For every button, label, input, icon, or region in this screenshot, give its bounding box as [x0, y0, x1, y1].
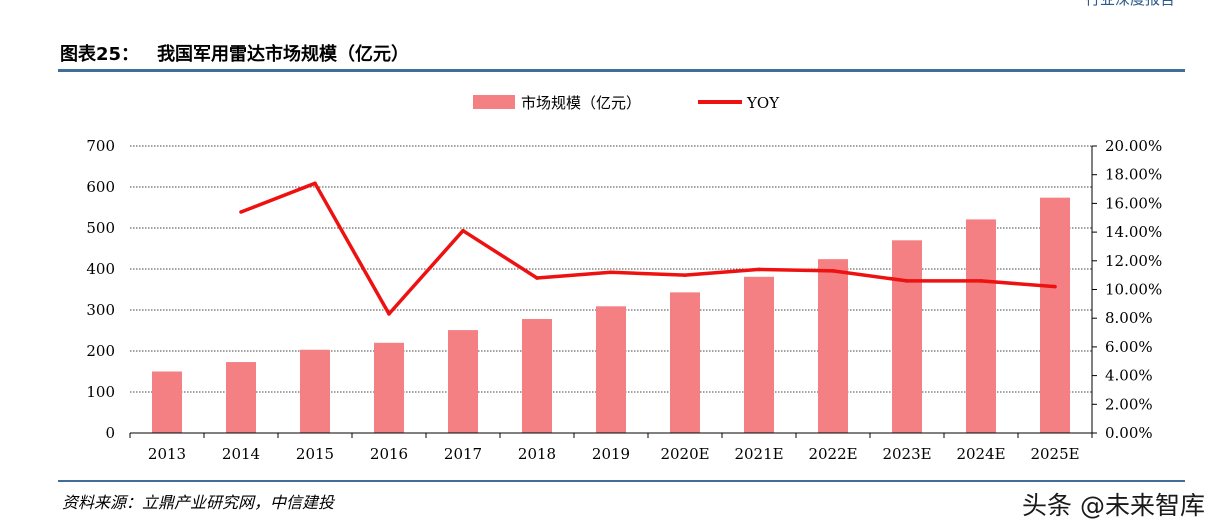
bar — [966, 219, 996, 433]
right-axis-tick-label: 6.00% — [1105, 338, 1153, 356]
x-axis-tick-label: 2017 — [444, 445, 482, 463]
source-note: 资料来源：立鼎产业研究网，中信建投 — [62, 493, 335, 512]
bar — [226, 362, 256, 433]
x-axis-tick-label: 2024E — [956, 445, 1005, 463]
x-axis-tick-label: 2025E — [1030, 445, 1079, 463]
bar — [744, 276, 774, 433]
x-axis-tick-label: 2019 — [592, 445, 630, 463]
top-rule — [58, 69, 1185, 72]
bar — [374, 342, 404, 433]
x-axis-tick-label: 2013 — [148, 445, 186, 463]
axes: 0 100 200 300 400 500 600 700 0.00% 2.00% 4.00% 6.0… — [86, 137, 1162, 463]
bar — [596, 306, 626, 433]
right-axis-tick-label: 10.00% — [1105, 281, 1162, 299]
yoy-point — [757, 267, 761, 272]
left-axis-tick-label: 500 — [86, 219, 115, 237]
bar — [300, 349, 330, 433]
x-axis-tick-label: 2020E — [660, 445, 709, 463]
x-axis-tick-label: 2022E — [808, 445, 857, 463]
yoy-point — [831, 269, 835, 273]
left-axis-tick-label: 400 — [86, 260, 115, 278]
right-axis-tick-label: 12.00% — [1105, 252, 1162, 270]
right-axis-tick-label: 8.00% — [1105, 309, 1153, 327]
watermark: 头条 @未来智库 — [1022, 491, 1205, 520]
left-axis-tick-label: 600 — [86, 178, 115, 196]
bar — [892, 240, 922, 433]
yoy-point — [535, 276, 539, 280]
left-axis-tick-label: 200 — [86, 342, 115, 360]
x-axis-tick-label: 2015 — [296, 445, 334, 463]
x-axis-tick-label: 2018 — [518, 445, 556, 463]
x-axis-tick-label: 2014 — [222, 445, 260, 463]
legend-line-label: YOY — [746, 94, 780, 112]
left-axis-tick-label: 0 — [105, 424, 115, 442]
yoy-point — [239, 210, 243, 214]
legend: 市场规模（亿元） YOY — [473, 94, 780, 112]
bar — [522, 319, 552, 433]
left-axis-tick-label: 100 — [86, 383, 115, 401]
right-axis-tick-label: 14.00% — [1105, 223, 1162, 241]
left-axis-tick-label: 300 — [86, 301, 115, 319]
yoy-point — [979, 279, 983, 283]
right-axis-tick-label: 2.00% — [1105, 395, 1153, 413]
right-axis-tick-label: 18.00% — [1105, 166, 1162, 184]
left-axis-tick-label: 700 — [86, 137, 115, 155]
yoy-point — [387, 312, 391, 316]
bar — [818, 259, 848, 433]
right-axis-tick-label: 4.00% — [1105, 367, 1153, 385]
yoy-point — [461, 228, 465, 233]
right-axis-tick-label: 0.00% — [1105, 424, 1153, 442]
x-axis-tick-label: 2016 — [370, 445, 408, 463]
yoy-point — [1053, 284, 1057, 289]
x-axis-tick-label: 2021E — [734, 445, 783, 463]
x-axis-tick-label: 2023E — [882, 445, 931, 463]
figure-label: 图表25： — [60, 44, 140, 65]
bottom-rule — [58, 480, 1185, 482]
right-axis-tick-label: 16.00% — [1105, 194, 1162, 212]
bar — [448, 330, 478, 433]
bar — [152, 371, 182, 433]
bar — [670, 292, 700, 433]
legend-bar-label: 市场规模（亿元） — [521, 94, 641, 112]
yoy-line-layer — [239, 181, 1057, 316]
bar — [1040, 197, 1070, 433]
legend-bar-swatch — [473, 95, 515, 109]
yoy-point — [683, 273, 687, 277]
report-type-label: 行业深度报告 — [1085, 0, 1175, 9]
figure-title: 我国军用雷达市场规模（亿元） — [157, 44, 410, 65]
yoy-point — [609, 270, 613, 275]
yoy-point — [313, 181, 317, 186]
right-axis-tick-label: 20.00% — [1105, 137, 1162, 155]
bars — [152, 197, 1070, 433]
figure-title-row: 图表25： 我国军用雷达市场规模（亿元） — [60, 40, 409, 66]
yoy-line — [240, 181, 1056, 316]
yoy-point — [905, 279, 909, 283]
